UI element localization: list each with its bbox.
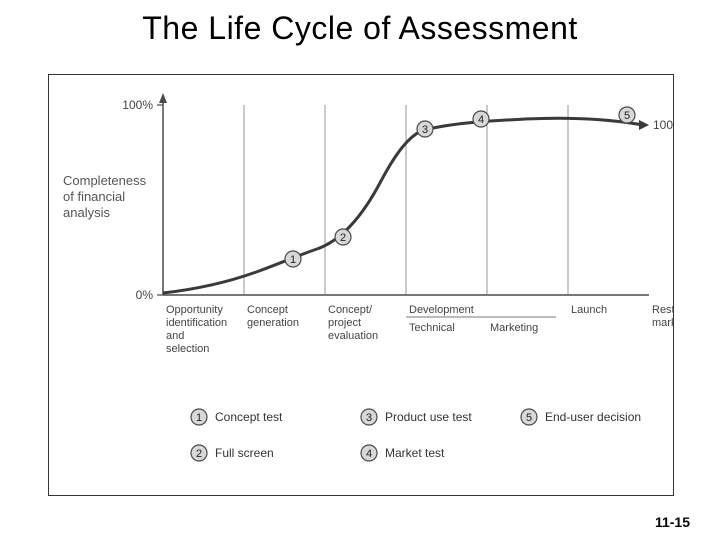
legend-label-2: Full screen xyxy=(215,446,274,460)
svg-text:5: 5 xyxy=(526,412,532,424)
svg-text:2: 2 xyxy=(340,232,346,244)
category-label: Launch xyxy=(571,304,607,316)
legend-label-5: End-user decision xyxy=(545,410,641,424)
svg-text:4: 4 xyxy=(366,448,372,460)
subcategory-label: Marketing xyxy=(490,322,538,334)
marker-1: 1 xyxy=(285,251,301,267)
svg-text:3: 3 xyxy=(366,412,372,424)
marker-2: 2 xyxy=(335,229,351,245)
svg-text:5: 5 xyxy=(624,110,630,122)
value-100-label: 100 xyxy=(653,118,673,132)
y-tick-label: 0% xyxy=(136,288,154,302)
y-axis-label: Completeness xyxy=(63,173,147,188)
svg-text:3: 3 xyxy=(422,124,428,136)
marker-4: 4 xyxy=(473,111,489,127)
completeness-curve xyxy=(163,118,643,293)
category-label: Development xyxy=(409,304,474,316)
category-label: Opportunity xyxy=(166,304,223,316)
svg-text:4: 4 xyxy=(478,114,484,126)
category-label: selection xyxy=(166,343,209,355)
legend-label-3: Product use test xyxy=(385,410,472,424)
y-axis-label: analysis xyxy=(63,205,110,220)
category-label: and xyxy=(166,330,184,342)
curve-arrowhead xyxy=(639,120,649,130)
marker-4: 4 xyxy=(361,445,377,461)
marker-3: 3 xyxy=(417,121,433,137)
marker-5: 5 xyxy=(619,107,635,123)
category-label: Concept/ xyxy=(328,304,373,316)
category-label: identification xyxy=(166,317,227,329)
y-axis-label: of financial xyxy=(63,189,125,204)
legend-label-4: Market test xyxy=(385,446,445,460)
legend-label-1: Concept test xyxy=(215,410,283,424)
category-label: Rest of xyxy=(652,304,673,316)
svg-text:1: 1 xyxy=(290,254,296,266)
y-axis-arrow xyxy=(159,93,167,103)
page-title: The Life Cycle of Assessment xyxy=(0,0,720,47)
marker-5: 5 xyxy=(521,409,537,425)
category-label: evaluation xyxy=(328,330,378,342)
category-label: project xyxy=(328,317,361,329)
category-label: Concept xyxy=(247,304,288,316)
category-label: generation xyxy=(247,317,299,329)
slide-number: 11-15 xyxy=(655,514,690,530)
svg-text:2: 2 xyxy=(196,448,202,460)
lifecycle-chart: 100% 0% Completenessof financialanalysis Op… xyxy=(49,75,673,495)
marker-3: 3 xyxy=(361,409,377,425)
marker-1: 1 xyxy=(191,409,207,425)
svg-text:1: 1 xyxy=(196,412,202,424)
marker-2: 2 xyxy=(191,445,207,461)
y-tick-label: 100% xyxy=(122,98,153,112)
subcategory-label: Technical xyxy=(409,322,455,334)
chart-frame: 100% 0% Completenessof financialanalysis Op… xyxy=(48,74,674,496)
category-label: market life xyxy=(652,317,673,329)
